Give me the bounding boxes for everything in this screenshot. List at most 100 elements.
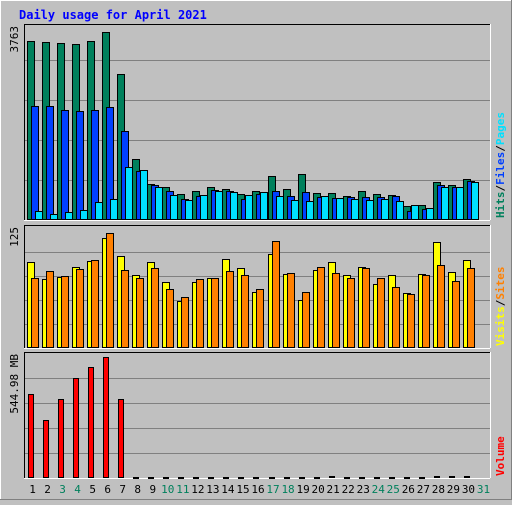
x-tick-label-day-16: 16 (251, 483, 264, 496)
bar-visits-sites-day-27 (422, 275, 430, 348)
x-tick-label-day-28: 28 (432, 483, 445, 496)
x-tick-label-day-2: 2 (44, 483, 51, 496)
y-axis-max-label-volume: 544.98 MB (8, 354, 21, 414)
x-tick-label-day-10: 10 (161, 483, 174, 496)
bar-hits-pages-day-19 (306, 201, 314, 220)
x-tick-label-day-23: 23 (357, 483, 370, 496)
bar-volume-volume-day-28 (434, 476, 440, 478)
bar-hits-pages-day-4 (80, 210, 88, 220)
bar-volume-volume-day-1 (28, 394, 34, 478)
bar-volume-volume-day-20 (314, 477, 320, 479)
x-tick-label-day-24: 24 (372, 483, 386, 496)
panel-visits: 125 Visits/Sites (8, 225, 507, 349)
bar-volume-volume-day-7 (118, 399, 124, 478)
bar-visits-sites-day-28 (437, 265, 445, 348)
bar-volume-volume-day-30 (464, 476, 470, 478)
bar-volume-volume-day-16 (253, 477, 259, 479)
bar-volume-volume-day-6 (103, 357, 109, 478)
x-tick-label-day-31: 31 (477, 483, 490, 496)
bar-hits-pages-day-7 (125, 167, 133, 220)
x-tick-label-day-22: 22 (342, 483, 355, 496)
bar-hits-pages-day-20 (321, 196, 329, 220)
bar-volume-volume-day-23 (359, 477, 365, 479)
y-axis-max-label-hits: 3763 (8, 26, 21, 53)
bar-hits-pages-day-22 (351, 199, 359, 220)
bar-hits-pages-day-24 (381, 199, 389, 220)
legend-item-4: Pages (494, 112, 507, 145)
bar-volume-volume-day-25 (389, 477, 395, 479)
x-tick-label-day-29: 29 (447, 483, 460, 496)
bar-hits-files-day-1 (31, 106, 39, 220)
panel-volume: 544.98 MB Volume (8, 352, 507, 479)
bar-volume-volume-day-4 (73, 378, 79, 478)
bar-hits-pages-day-14 (230, 192, 238, 220)
x-tick-label-day-14: 14 (221, 483, 235, 496)
bar-hits-pages-day-11 (185, 200, 193, 220)
bar-hits-pages-day-21 (336, 198, 344, 220)
bar-volume-volume-day-27 (419, 477, 425, 479)
bar-volume-volume-day-5 (88, 367, 94, 478)
bar-hits-pages-day-12 (200, 195, 208, 220)
bar-visits-sites-day-24 (377, 278, 385, 348)
x-tick-label-day-11: 11 (176, 483, 189, 496)
x-tick-label-day-25: 25 (387, 483, 400, 496)
bar-hits-pages-day-10 (170, 195, 178, 220)
bar-hits-pages-day-3 (65, 212, 73, 220)
bar-hits-pages-day-6 (110, 199, 118, 220)
bar-hits-pages-day-17 (276, 196, 284, 220)
x-tick-label-day-8: 8 (134, 483, 141, 496)
bar-visits-sites-day-19 (302, 292, 310, 348)
plot-area-volume (24, 352, 490, 478)
bar-hits-pages-day-26 (411, 205, 419, 220)
bar-volume-volume-day-21 (329, 476, 335, 478)
bar-volume-volume-day-22 (344, 477, 350, 479)
bar-volume-volume-day-9 (148, 477, 154, 479)
bar-visits-sites-day-5 (91, 260, 99, 348)
bar-visits-sites-day-9 (151, 268, 159, 348)
legend-item-0: Volume (494, 436, 507, 476)
bar-volume-volume-day-12 (193, 477, 199, 479)
bar-volume-volume-day-17 (269, 477, 275, 479)
bar-visits-sites-day-23 (362, 268, 370, 348)
bar-hits-files-day-3 (61, 110, 69, 220)
x-tick-label-day-12: 12 (191, 483, 204, 496)
x-tick-label-day-20: 20 (312, 483, 325, 496)
x-tick-label-day-6: 6 (104, 483, 111, 496)
x-tick-label-day-17: 17 (266, 483, 279, 496)
legend-item-1: / (494, 185, 507, 192)
legend-item-3: / (494, 145, 507, 152)
x-tick-label-day-30: 30 (462, 483, 475, 496)
bar-volume-volume-day-19 (299, 477, 305, 479)
bar-volume-volume-day-18 (284, 477, 290, 479)
bar-volume-volume-day-24 (374, 477, 380, 479)
x-tick-label-day-4: 4 (74, 483, 81, 496)
bar-visits-sites-day-3 (61, 276, 69, 348)
bar-hits-pages-day-27 (426, 208, 434, 220)
bar-visits-sites-day-30 (467, 268, 475, 348)
bar-visits-sites-day-1 (31, 278, 39, 348)
bar-visits-sites-day-25 (392, 287, 400, 348)
panel-hits: 3763 Hits/Files/Pages (8, 24, 507, 221)
legend-item-2: Sites (494, 267, 507, 300)
bar-visits-sites-day-12 (196, 279, 204, 348)
bar-visits-sites-day-18 (287, 273, 295, 348)
bar-hits-pages-day-29 (456, 187, 464, 220)
bar-hits-pages-day-23 (366, 200, 374, 220)
bar-hits-files-day-2 (46, 106, 54, 220)
x-tick-label-day-3: 3 (59, 483, 66, 496)
side-legend-hits: Hits/Files/Pages (494, 112, 507, 218)
legend-item-0: Visits (494, 306, 507, 346)
bar-visits-sites-day-11 (181, 297, 189, 348)
bar-visits-sites-day-8 (136, 278, 144, 348)
x-tick-label-day-18: 18 (281, 483, 294, 496)
bar-hits-files-day-4 (76, 111, 84, 220)
bar-volume-volume-day-10 (163, 477, 169, 479)
bar-visits-sites-day-29 (452, 281, 460, 348)
bar-hits-pages-day-28 (441, 187, 449, 220)
bar-volume-volume-day-11 (178, 477, 184, 479)
bar-visits-sites-day-15 (241, 275, 249, 348)
bar-visits-sites-day-4 (76, 269, 84, 348)
side-legend-visits: Visits/Sites (494, 267, 507, 347)
